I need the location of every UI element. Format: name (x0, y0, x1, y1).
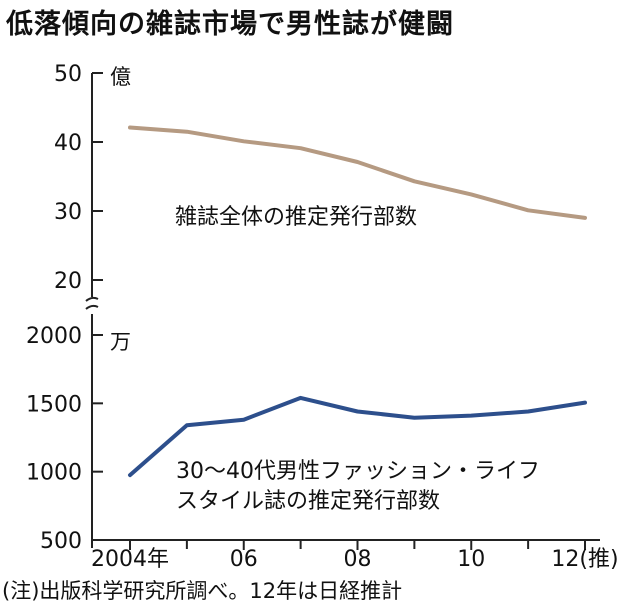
x-tick-label: 12(推) (551, 547, 618, 572)
x-tick-label: 06 (230, 547, 258, 572)
y-unit-label: 万 (110, 330, 131, 354)
source-note: (注)出版科学研究所調べ。12年は日経推計 (2, 579, 403, 603)
series-label-total: 雑誌全体の推定発行部数 (175, 205, 417, 230)
y-tick-label: 1000 (26, 461, 82, 486)
y-tick-label: 30 (54, 200, 82, 225)
y-tick-label: 1500 (26, 392, 82, 417)
y-tick-label: 40 (54, 131, 82, 156)
x-tick-label: 2004年 (91, 547, 169, 572)
axis-layer: 2004年 06 08 10 12(推) (85, 73, 619, 572)
x-tick-label: 10 (457, 547, 485, 572)
series-label-mens: スタイル誌の推定発行部数 (176, 489, 440, 514)
y-tick-label: 50 (54, 62, 82, 87)
y-unit-label: 億 (110, 65, 131, 89)
y-tick-label: 500 (40, 529, 82, 554)
axis-break-bottom (85, 304, 99, 310)
series-label-mens: 30～40代男性ファッション・ライフ (176, 459, 540, 484)
y-tick-label: 20 (54, 269, 82, 294)
x-tick-label: 08 (344, 547, 372, 572)
chart-title: 低落傾向の雑誌市場で男性誌が健闘 (6, 9, 454, 40)
axis-break-top (85, 296, 99, 302)
lower-panel: 500 1000 1500 2000 万 30～40代男性ファッション・ライフスタイル誌の… (26, 324, 587, 554)
y-tick-label: 2000 (26, 324, 82, 349)
